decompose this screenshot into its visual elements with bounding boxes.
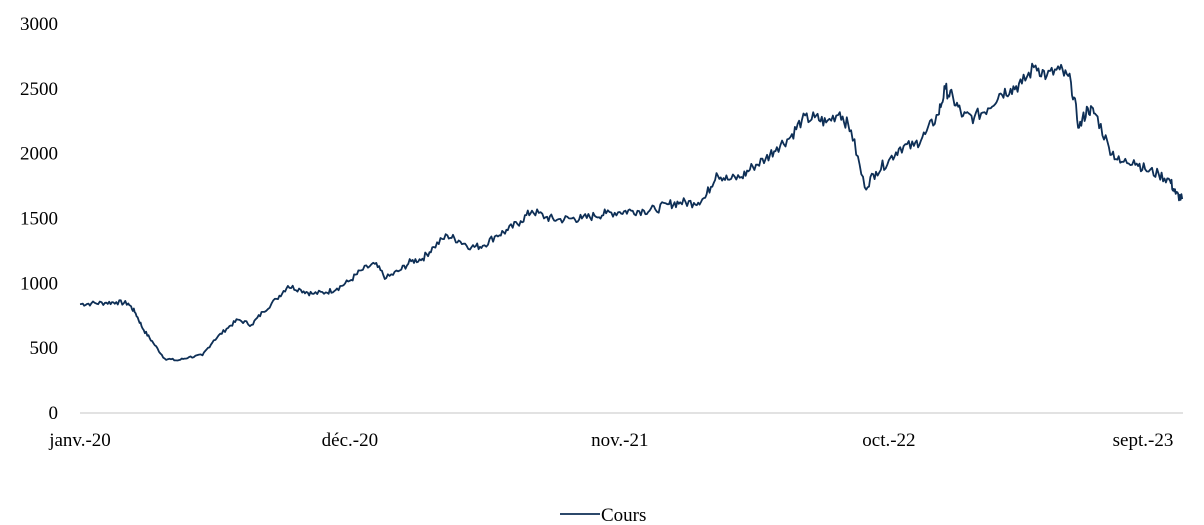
- y-tick-label: 1500: [20, 209, 58, 230]
- y-tick-label: 500: [30, 338, 59, 359]
- y-tick-label: 3000: [20, 14, 58, 35]
- legend-label: Cours: [601, 505, 646, 525]
- x-tick-label: nov.-21: [591, 430, 648, 451]
- y-tick-label: 1000: [20, 273, 58, 294]
- y-tick-label: 2500: [20, 79, 58, 100]
- y-tick-label: 2000: [20, 144, 58, 165]
- x-axis-tick-labels: janv.-20 déc.-20 nov.-21 oct.-22 sept.-23: [48, 430, 1173, 451]
- series-line-cours: [79, 62, 1184, 362]
- y-tick-label: 0: [49, 403, 59, 424]
- x-tick-label: sept.-23: [1113, 430, 1174, 451]
- x-tick-label: oct.-22: [862, 430, 915, 451]
- series-group: [79, 62, 1184, 362]
- x-tick-label: janv.-20: [48, 430, 111, 451]
- legend: Cours: [560, 505, 646, 525]
- y-axis-tick-labels: 0 500 1000 1500 2000 2500 3000: [20, 14, 58, 424]
- x-tick-label: déc.-20: [322, 430, 378, 451]
